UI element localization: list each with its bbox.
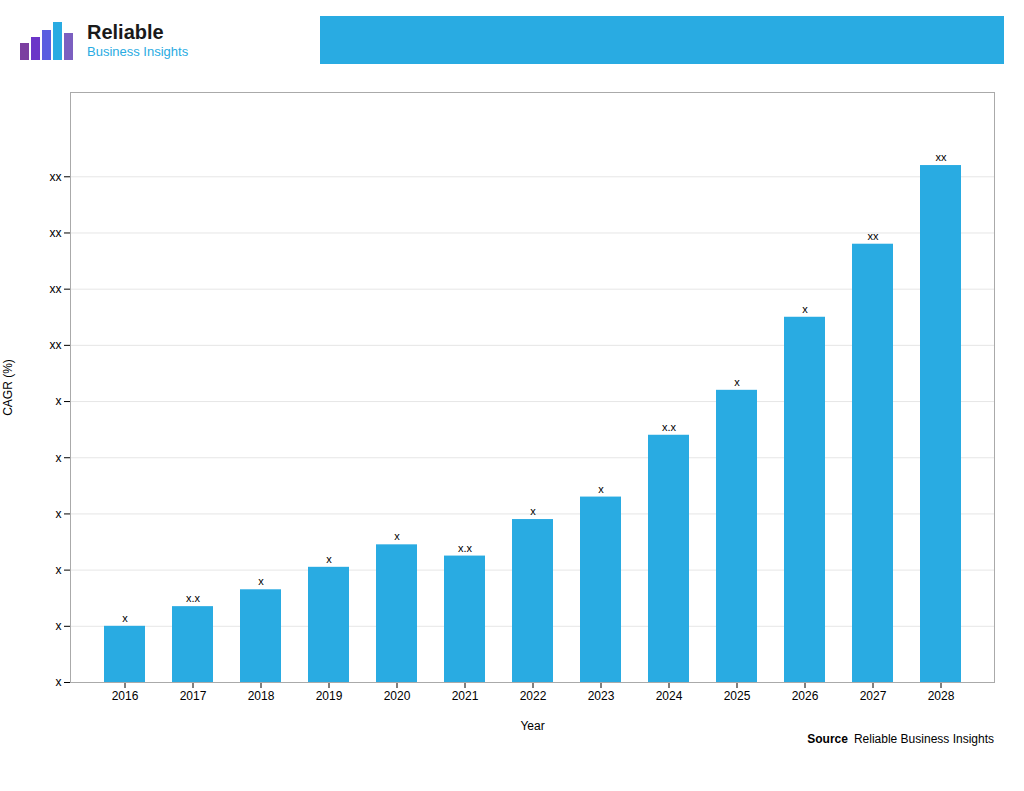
html-text:Reliable: Reliable: [87, 21, 164, 43]
svg-text:2026: 2026: [792, 689, 819, 703]
svg-text:x.x: x.x: [662, 421, 677, 433]
svg-text:xx: xx: [936, 151, 948, 163]
svg-text:2017: 2017: [180, 689, 207, 703]
svg-text:2021: 2021: [452, 689, 479, 703]
svg-text:2023: 2023: [588, 689, 615, 703]
svg-text:2018: 2018: [248, 689, 275, 703]
svg-text:x: x: [56, 675, 62, 689]
svg-text:2016: 2016: [112, 689, 139, 703]
svg-text:x: x: [56, 563, 62, 577]
svg-text:x: x: [258, 575, 264, 587]
svg-text:x: x: [56, 451, 62, 465]
svg-text:x: x: [56, 507, 62, 521]
svg-text:x: x: [530, 505, 536, 517]
svg-text:Year: Year: [520, 719, 544, 733]
svg-text:x: x: [734, 376, 740, 388]
svg-text:2025: 2025: [724, 689, 751, 703]
svg-text:x: x: [56, 619, 62, 633]
svg-text:x: x: [56, 394, 62, 408]
svg-text:2027: 2027: [860, 689, 887, 703]
svg-text:2020: 2020: [384, 689, 411, 703]
svg-text:CAGR (%): CAGR (%): [1, 359, 15, 416]
svg-text:x: x: [598, 483, 604, 495]
svg-text:xx: xx: [868, 230, 880, 242]
svg-text:2024: 2024: [656, 689, 683, 703]
html-text:Reliable Business Insights: Reliable Business Insights: [853, 732, 994, 746]
html-text:Business Insights: Business Insights: [87, 44, 189, 59]
html-text:Source: Source: [807, 732, 848, 746]
svg-text:x: x: [394, 530, 400, 542]
svg-text:2019: 2019: [316, 689, 343, 703]
svg-text:xx: xx: [50, 170, 62, 184]
svg-text:2022: 2022: [520, 689, 547, 703]
svg-text:xx: xx: [50, 282, 62, 296]
svg-text:x: x: [122, 612, 128, 624]
svg-text:xx: xx: [50, 226, 62, 240]
svg-text:x: x: [802, 303, 808, 315]
svg-text:x.x: x.x: [186, 592, 201, 604]
svg-text:xx: xx: [50, 338, 62, 352]
svg-text:2028: 2028: [928, 689, 955, 703]
svg-text:x: x: [326, 553, 332, 565]
svg-text:x.x: x.x: [458, 542, 473, 554]
